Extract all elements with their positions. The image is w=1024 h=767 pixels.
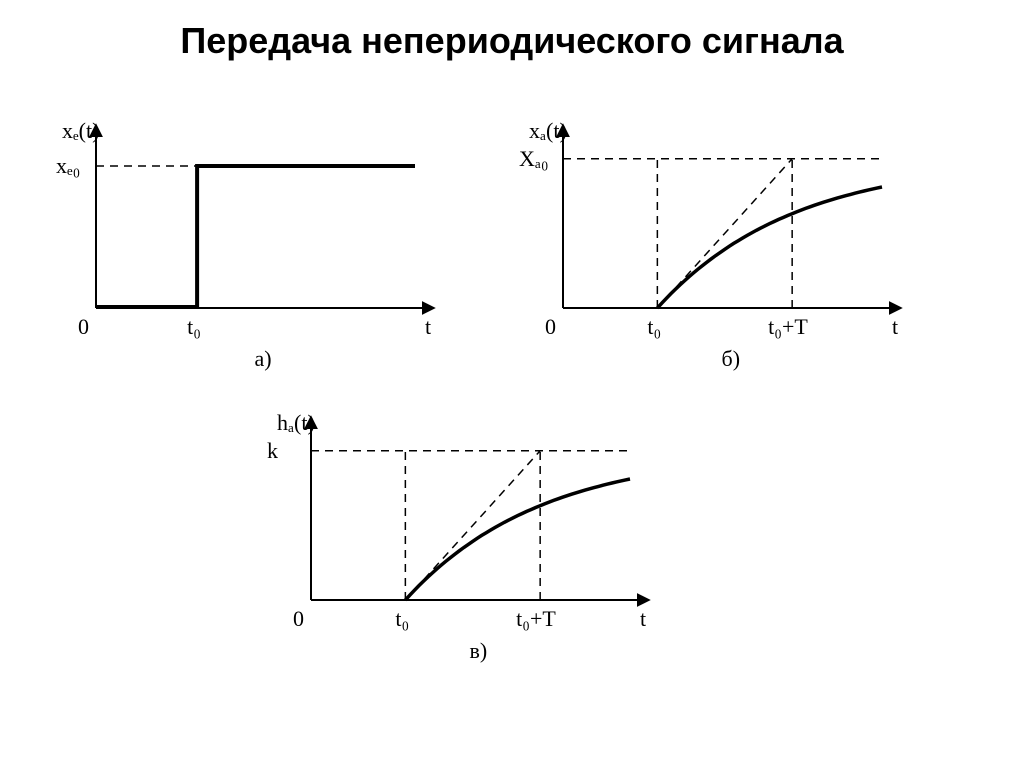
svg-text:hₐ(t): hₐ(t) xyxy=(277,410,315,435)
svg-text:xₑ₀: xₑ₀ xyxy=(56,153,80,178)
svg-text:t₀+T: t₀+T xyxy=(768,314,808,339)
svg-text:0: 0 xyxy=(545,314,556,339)
svg-text:t₀: t₀ xyxy=(647,314,661,339)
svg-text:0: 0 xyxy=(293,606,304,631)
svg-text:k: k xyxy=(267,438,278,463)
title-text: Передача непериодического сигнала xyxy=(180,20,843,61)
plot-a: xₑ(t) xₑ₀ 0 t₀ t a) xyxy=(38,108,468,378)
svg-text:t: t xyxy=(640,606,646,631)
svg-text:б): б) xyxy=(722,346,741,371)
svg-text:t₀+T: t₀+T xyxy=(516,606,556,631)
plot-c: hₐ(t) k 0 t₀ t₀+T t в) xyxy=(253,400,683,670)
svg-text:t: t xyxy=(425,314,431,339)
svg-text:t₀: t₀ xyxy=(187,314,201,339)
svg-text:xₐ(t): xₐ(t) xyxy=(529,118,567,143)
page-title: Передача непериодического сигнала xyxy=(0,20,1024,62)
svg-text:xₑ(t): xₑ(t) xyxy=(62,118,99,143)
svg-text:a): a) xyxy=(255,346,272,371)
svg-text:t₀: t₀ xyxy=(395,606,409,631)
svg-text:Xₐ₀: Xₐ₀ xyxy=(519,146,549,171)
plot-b: xₐ(t) Xₐ₀ 0 t₀ t₀+T t б) xyxy=(505,108,935,378)
svg-text:0: 0 xyxy=(78,314,89,339)
svg-text:в): в) xyxy=(470,638,488,663)
svg-text:t: t xyxy=(892,314,898,339)
